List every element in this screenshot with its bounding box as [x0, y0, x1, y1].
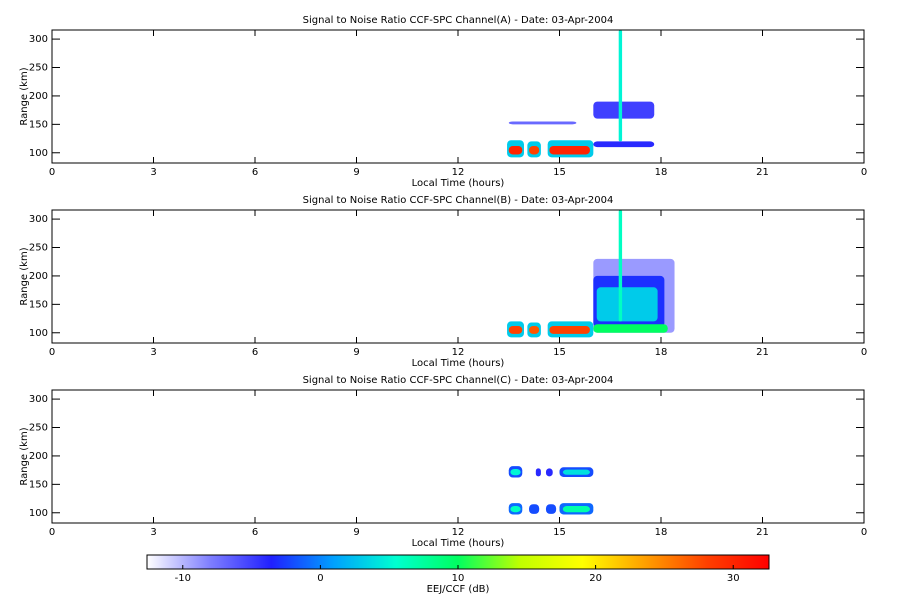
echo-patch	[545, 468, 553, 477]
x-tick-label: 9	[353, 347, 359, 358]
y-tick-label: 100	[29, 508, 48, 519]
echo-patch	[596, 287, 658, 322]
echo-patch	[529, 145, 540, 155]
y-tick-label: 150	[29, 479, 48, 490]
colorbar-label: EEJ/CCF (dB)	[427, 584, 490, 595]
x-tick-label: 6	[252, 347, 258, 358]
y-axis-label: Range (km)	[19, 427, 30, 485]
x-tick-label: 21	[756, 167, 769, 178]
y-tick-label: 250	[29, 243, 48, 254]
echo-patch	[529, 325, 540, 334]
x-tick-label: 0	[861, 527, 867, 538]
y-axis-label: Range (km)	[19, 67, 30, 125]
echo-patch	[508, 145, 523, 155]
echo-patch	[545, 504, 557, 514]
colorbar-tick-label: -10	[175, 573, 191, 584]
x-tick-label: 0	[49, 527, 55, 538]
plot-frame	[51, 209, 865, 344]
colorbar-tick-label: 10	[452, 573, 465, 584]
y-axis-label: Range (km)	[19, 247, 30, 305]
x-axis-label: Local Time (hours)	[412, 178, 505, 189]
plot-frame	[51, 29, 865, 164]
echo-patch	[593, 324, 668, 333]
x-tick-label: 0	[861, 347, 867, 358]
x-tick-label: 15	[553, 527, 566, 538]
x-tick-label: 21	[756, 527, 769, 538]
x-tick-label: 0	[49, 347, 55, 358]
x-tick-label: 6	[252, 167, 258, 178]
y-tick-label: 200	[29, 451, 48, 462]
echo-patch	[562, 469, 590, 475]
echo-patch	[510, 505, 521, 513]
colorbar-tick-label: 0	[317, 573, 323, 584]
echo-patch	[549, 145, 590, 155]
x-tick-label: 3	[150, 347, 156, 358]
echo-patch	[535, 468, 541, 477]
x-tick-label: 0	[49, 167, 55, 178]
x-axis-label: Local Time (hours)	[412, 358, 505, 369]
x-tick-label: 9	[353, 167, 359, 178]
y-tick-label: 100	[29, 328, 48, 339]
y-tick-label: 150	[29, 119, 48, 130]
echo-patch	[562, 505, 590, 513]
x-tick-label: 12	[452, 527, 465, 538]
y-tick-label: 150	[29, 299, 48, 310]
y-tick-label: 300	[29, 34, 48, 45]
echo-patch	[508, 121, 577, 125]
echo-patch	[618, 210, 623, 322]
x-axis-label: Local Time (hours)	[412, 538, 505, 549]
y-tick-label: 300	[29, 394, 48, 405]
x-tick-label: 6	[252, 527, 258, 538]
echo-patch	[529, 504, 540, 514]
x-tick-label: 15	[553, 347, 566, 358]
plot-frame	[51, 389, 865, 524]
x-tick-label: 21	[756, 347, 769, 358]
y-tick-label: 250	[29, 423, 48, 434]
echo-patch	[510, 469, 521, 476]
y-tick-label: 300	[29, 214, 48, 225]
x-tick-label: 15	[553, 167, 566, 178]
chart-title: Signal to Noise Ratio CCF-SPC Channel(A)…	[303, 15, 614, 26]
echo-patch	[593, 101, 655, 119]
x-tick-label: 18	[655, 167, 668, 178]
x-tick-label: 12	[452, 167, 465, 178]
colorbar-tick-label: 20	[589, 573, 602, 584]
echo-patch	[618, 30, 623, 142]
colorbar-tick-label: 30	[727, 573, 740, 584]
echo-patch	[593, 141, 655, 148]
x-tick-label: 18	[655, 347, 668, 358]
chart-title: Signal to Noise Ratio CCF-SPC Channel(B)…	[303, 195, 614, 206]
x-tick-label: 3	[150, 527, 156, 538]
x-tick-label: 0	[861, 167, 867, 178]
y-tick-label: 200	[29, 271, 48, 282]
y-tick-label: 100	[29, 148, 48, 159]
echo-patch	[508, 325, 523, 334]
y-tick-label: 250	[29, 63, 48, 74]
x-tick-label: 18	[655, 527, 668, 538]
chart-title: Signal to Noise Ratio CCF-SPC Channel(C)…	[303, 375, 614, 386]
y-tick-label: 200	[29, 91, 48, 102]
echo-patch	[549, 325, 590, 334]
x-tick-label: 3	[150, 167, 156, 178]
x-tick-label: 9	[353, 527, 359, 538]
x-tick-label: 12	[452, 347, 465, 358]
